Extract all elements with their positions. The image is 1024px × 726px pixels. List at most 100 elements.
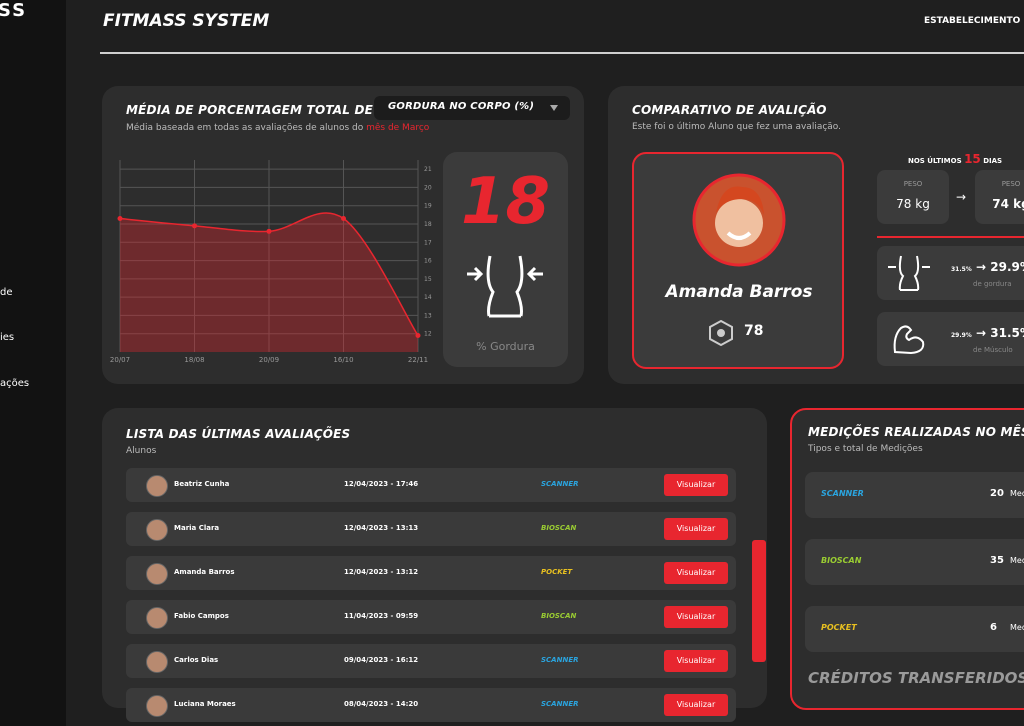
view-button[interactable]: Visualizar xyxy=(664,650,728,672)
muscle-compare-box: 29.9% → 31.5% de Músculo xyxy=(877,312,1024,366)
measure-type: SCANNER xyxy=(821,489,864,498)
avatar xyxy=(146,651,168,673)
avatar xyxy=(146,607,168,629)
measure-unit: Medições xyxy=(1010,556,1024,565)
view-button[interactable]: Visualizar xyxy=(664,562,728,584)
avatar xyxy=(146,563,168,585)
view-button[interactable]: Visualizar xyxy=(664,518,728,540)
y-tick-label: 16 xyxy=(424,258,432,265)
card-title: COMPARATIVO DE AVALIÇÃO xyxy=(632,103,827,117)
student-avatar xyxy=(692,173,786,267)
nav-item[interactable]: de xyxy=(0,287,13,298)
row: Luciana Moraes 08/04/2023 - 14:20 SCANNER V… xyxy=(126,688,736,722)
dropdown-arrow xyxy=(550,105,558,111)
big-label: % Gordura xyxy=(476,340,535,353)
x-tick-label: 20/09 xyxy=(259,356,279,364)
header-title: FITMASS SYSTEM xyxy=(103,11,270,31)
card-title: MÉDIA DE PORCENTAGEM TOTAL DE xyxy=(126,103,374,117)
view-button[interactable]: Visualizar xyxy=(664,606,728,628)
nav-item[interactable]: ies xyxy=(0,332,15,343)
scrollbar[interactable] xyxy=(752,540,766,662)
nav-item[interactable]: ações xyxy=(0,378,30,389)
big-value-box xyxy=(443,152,568,367)
date: 12/04/2023 - 13:13 xyxy=(344,524,419,532)
type: POCKET xyxy=(541,568,573,576)
header-divider xyxy=(100,52,1024,54)
weight-before-box: PESO 78 kg xyxy=(877,170,949,224)
type: SCANNER xyxy=(541,480,579,488)
measure-item: POCKET 6 Medições xyxy=(805,606,1024,652)
card-subtitle: Alunos xyxy=(126,446,157,456)
waist-icon xyxy=(467,255,543,318)
period: NOS ÚLTIMOS 15 DIAS xyxy=(908,152,1002,166)
measure-type: BIOSCAN xyxy=(821,556,862,565)
student-name: Amanda Barros xyxy=(665,282,813,302)
row: Fabio Campos 11/04/2023 - 09:59 BIOSCAN Vis… xyxy=(126,600,736,634)
point xyxy=(192,223,197,229)
type: SCANNER xyxy=(541,656,579,664)
measure-item: SCANNER 20 Medições xyxy=(805,472,1024,518)
y-tick-label: 14 xyxy=(424,294,432,301)
y-tick-label: 13 xyxy=(424,312,432,319)
student-name: Maria Clara xyxy=(174,524,220,532)
fat-compare: 31.5% → 29.9% xyxy=(951,260,1024,274)
card-subtitle: Média baseada em todas as avaliações de … xyxy=(126,123,429,133)
muscle-after: 31.5% xyxy=(990,326,1024,340)
view-button[interactable]: Visualizar xyxy=(664,474,728,496)
muscle-before: 29.9% xyxy=(951,332,972,339)
muscle-icon xyxy=(893,325,925,355)
measure-unit: Medições xyxy=(1010,489,1024,498)
score-icon xyxy=(709,320,733,346)
dropdown[interactable]: GORDURA NO CORPO (%) xyxy=(374,96,570,120)
view-button[interactable]: Visualizar xyxy=(664,694,728,716)
type: BIOSCAN xyxy=(541,612,577,620)
weight-value: 74 kg xyxy=(992,197,1024,211)
x-tick-label: 20/07 xyxy=(110,356,130,364)
x-tick-label: 18/08 xyxy=(184,356,204,364)
fat-compare-box: 31.5% → 29.9% de gordura xyxy=(877,246,1024,300)
measure-count: 20 xyxy=(990,488,1004,499)
divider xyxy=(877,236,1024,238)
student-name: Fabio Campos xyxy=(174,612,229,620)
brand: SS xyxy=(0,0,28,21)
line xyxy=(119,212,419,336)
waist-icon xyxy=(888,255,930,291)
student-name: Beatriz Cunha xyxy=(174,480,230,488)
point xyxy=(117,216,123,222)
y-tick-label: 20 xyxy=(424,184,432,191)
fat-label: de gordura xyxy=(973,280,1012,288)
point xyxy=(415,333,421,339)
date: 11/04/2023 - 09:59 xyxy=(344,612,419,620)
fat-before: 31.5% xyxy=(951,266,972,273)
x-tick-label: 16/10 xyxy=(333,356,353,364)
header-establishment[interactable]: ESTABELECIMENTO xyxy=(924,16,1021,26)
dropdown-label: GORDURA NO CORPO (%) xyxy=(388,101,535,112)
sidebar: SS de ies ações xyxy=(0,0,66,726)
weight-label: PESO xyxy=(1001,180,1021,188)
date: 09/04/2023 - 16:12 xyxy=(344,656,419,664)
subtitle-highlight: mês de Março xyxy=(366,123,430,133)
y-tick-label: 12 xyxy=(424,331,432,338)
period-prefix: NOS ÚLTIMOS xyxy=(908,157,962,165)
big-value: 18 xyxy=(460,165,551,239)
type: BIOSCAN xyxy=(541,524,577,532)
date: 12/04/2023 - 17:46 xyxy=(344,480,419,488)
y-tick-label: 18 xyxy=(424,221,432,228)
measure-type: POCKET xyxy=(821,623,857,632)
muscle-compare: 29.9% → 31.5% xyxy=(951,326,1024,340)
avatar xyxy=(146,519,168,541)
x-tick-label: 22/11 xyxy=(408,356,428,364)
measure-count: 6 xyxy=(990,622,997,633)
card-title: MEDIÇÕES REALIZADAS NO MÊS xyxy=(808,425,1024,439)
y-tick-label: 19 xyxy=(424,203,432,210)
row: Carlos Dias 09/04/2023 - 16:12 SCANNER Visu… xyxy=(126,644,736,678)
area xyxy=(120,212,418,352)
card-subtitle: Este foi o último Aluno que fez uma aval… xyxy=(632,122,842,132)
type: SCANNER xyxy=(541,700,579,708)
weight-value: 78 kg xyxy=(896,197,930,211)
y-tick-label: 17 xyxy=(424,239,432,246)
date: 08/04/2023 - 14:20 xyxy=(344,700,419,708)
point xyxy=(341,216,346,222)
weight-after-box: PESO 74 kg xyxy=(975,170,1024,224)
